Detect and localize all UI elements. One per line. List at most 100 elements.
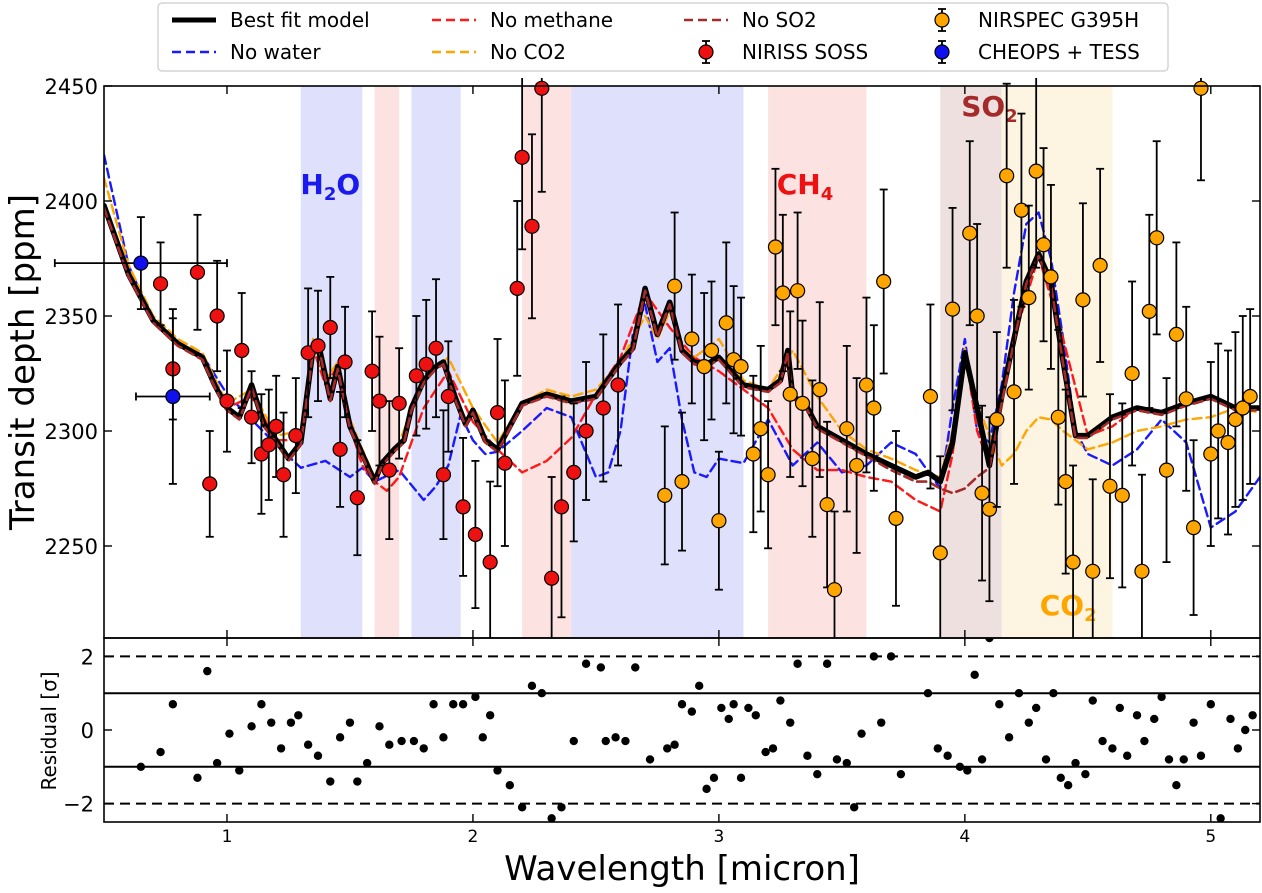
spectrum-panel: H2O CH4 SO2 CO2 2250 2300 2350 2400 2450 Transi… [3, 75, 1261, 639]
point-niriss-soss [578, 361, 594, 501]
residual-point [736, 773, 746, 783]
point-nirspec-g395h [674, 411, 690, 552]
point-nirspec-g395h [1065, 464, 1081, 638]
point-niriss-soss [310, 289, 326, 403]
residual-point [303, 740, 313, 749]
band-label-ch4: CH4 [777, 168, 834, 205]
residual-point [977, 755, 987, 764]
legend-label: No water [230, 40, 321, 64]
point-niriss-soss [337, 305, 353, 419]
residual-point [1108, 744, 1117, 753]
residual-point [724, 714, 733, 724]
band-ch4 [374, 86, 400, 638]
marker [1043, 269, 1059, 285]
point-niriss-soss [408, 315, 424, 437]
residual-axis: −2 0 2 1 2 3 4 5 [63, 638, 1260, 847]
residual-point [1115, 703, 1125, 713]
point-niriss-soss [418, 298, 434, 430]
point-nirspec-g395h [775, 213, 791, 373]
marker [418, 356, 434, 372]
band-ch4 [522, 86, 572, 638]
y-tick-label: 2450 [45, 75, 98, 99]
residual-point [276, 744, 286, 753]
marker [391, 395, 407, 411]
residual-point [527, 681, 537, 691]
point-nirspec-g395h [1085, 478, 1101, 638]
point-nirspec-g395h [858, 296, 875, 474]
residual-point [313, 751, 323, 760]
point-nirspec-g395h [1178, 305, 1194, 492]
residual-point [1024, 718, 1034, 727]
residual-point [1132, 711, 1142, 720]
residual-point [235, 766, 244, 775]
marker [467, 526, 483, 543]
marker [1075, 292, 1091, 308]
point-niriss-soss [595, 333, 611, 483]
point-niriss-soss [455, 436, 471, 577]
marker [1185, 519, 1202, 536]
marker [165, 388, 181, 405]
marker [1220, 434, 1236, 451]
marker [455, 499, 471, 515]
residual-point [1098, 736, 1107, 746]
marker [767, 239, 784, 255]
legend-marker [698, 44, 714, 60]
marker [1124, 365, 1140, 382]
marker [711, 513, 727, 529]
residual-point [869, 652, 879, 661]
point-nirspec-g395h [1149, 140, 1165, 336]
point-nirspec-g395h [888, 430, 904, 607]
residual-point [326, 777, 335, 786]
point-niriss-soss [544, 476, 560, 638]
legend-item-nirspec: NIRSPEC G395H [934, 8, 1139, 32]
point-nirspec-g395h [839, 344, 855, 513]
residual-point [970, 670, 979, 679]
residual-point [822, 659, 832, 668]
point-nirspec-g395h [1124, 280, 1140, 467]
residual-point [385, 740, 394, 749]
marker [888, 510, 904, 527]
residual-point [663, 744, 672, 753]
residual-panel: −2 0 2 1 2 3 4 5 Residual [σ] Wavelength [micro… [37, 637, 1261, 889]
point-nirspec-g395h [1242, 308, 1258, 485]
marker [733, 359, 749, 375]
marker [1210, 423, 1226, 439]
residual-point [136, 762, 146, 771]
point-nirspec-g395h [1021, 204, 1037, 391]
marker [349, 490, 365, 506]
residual-point [923, 689, 933, 698]
marker [794, 395, 811, 411]
point-nirspec-g395h [1035, 147, 1052, 343]
marker [482, 554, 498, 570]
residual-point [353, 777, 362, 786]
residual-point [1189, 718, 1198, 727]
residual-point [1081, 769, 1090, 779]
marker [1102, 478, 1118, 494]
point-nirspec-g395h [684, 273, 700, 405]
marker [974, 485, 990, 501]
point-niriss-soss [371, 335, 388, 467]
residual-point [677, 700, 687, 709]
y-tick-label: 2250 [45, 535, 98, 559]
residual-y-tick-label: 2 [81, 645, 94, 669]
marker [337, 354, 353, 370]
marker [1141, 303, 1157, 319]
point-nirspec-g395h [1134, 473, 1150, 638]
band-labels: H2O CH4 SO2 CO2 [300, 90, 1096, 626]
point-niriss-soss [275, 411, 292, 538]
marker [152, 276, 169, 292]
residual-point [744, 703, 753, 713]
residual-point [294, 711, 303, 720]
marker [1178, 391, 1194, 407]
residual-point [449, 700, 458, 709]
residual-point [596, 663, 606, 672]
residual-point [267, 718, 276, 727]
residual-point [601, 736, 610, 746]
marker [674, 474, 690, 490]
point-nirspec-g395h [1185, 439, 1202, 616]
point-nirspec-g395h [782, 310, 798, 478]
point-niriss-soss [514, 78, 530, 251]
residual-point [695, 681, 704, 691]
marker [1158, 462, 1175, 478]
